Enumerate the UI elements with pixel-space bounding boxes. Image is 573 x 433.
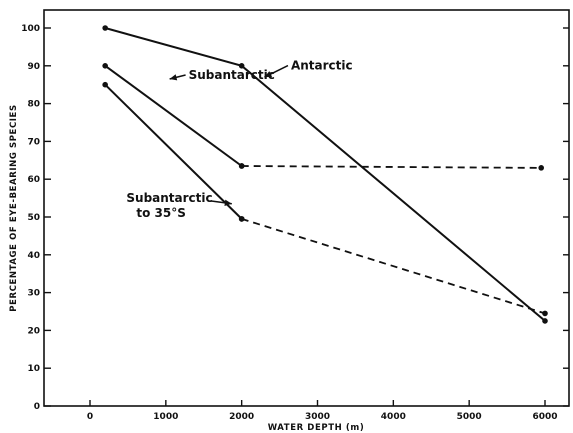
series-line-4 [241, 218, 546, 315]
data-point-2-0 [238, 163, 245, 169]
y-tick-label-20: 20 [27, 326, 40, 336]
annotation-arrow-head-2 [224, 199, 232, 207]
series-line-2 [241, 165, 542, 169]
data-point-4-0 [238, 216, 245, 222]
y-axis-title: PERCENTAGE OF EYE-BEARING SPECIES [9, 104, 19, 311]
y-axis-ticks: 0 10 20 30 40 50 60 70 80 90 100 [21, 24, 569, 412]
x-tick-label-4000: 4000 [381, 412, 406, 422]
data-point-1-0 [102, 63, 108, 69]
data-point-2-1 [538, 165, 545, 171]
y-tick-label-10: 10 [27, 364, 40, 374]
y-tick-label-50: 50 [27, 213, 40, 223]
x-tick-label-0: 0 [87, 412, 93, 422]
series-layer [102, 25, 548, 324]
plot-frame [43, 9, 570, 407]
x-tick-label-6000: 6000 [532, 412, 557, 422]
series-line-3 [104, 83, 243, 220]
data-point-0-1 [238, 63, 245, 69]
annotation-arrow-head-1 [169, 74, 178, 81]
data-point-0-2 [542, 318, 548, 324]
x-tick-label-2000: 2000 [229, 412, 254, 422]
x-axis-ticks: 0 1000 2000 3000 4000 5000 6000 [87, 400, 558, 422]
y-tick-label-70: 70 [27, 137, 40, 147]
data-point-4-1 [542, 310, 548, 317]
y-tick-label-80: 80 [27, 100, 40, 110]
y-tick-label-40: 40 [27, 251, 40, 261]
annotation-label-2-line2: to 35°S [136, 206, 186, 220]
annotation-arrow-head-0 [264, 71, 273, 78]
annotation-label-1: Subantarctic [189, 68, 275, 82]
annotation-label-2: Subantarctic [126, 191, 212, 205]
x-axis-title: WATER DEPTH (m) [268, 423, 365, 433]
y-tick-label-100: 100 [21, 24, 40, 34]
x-tick-label-1000: 1000 [153, 412, 178, 422]
annotation-label-0: Antarctic [291, 59, 353, 73]
data-point-0-0 [102, 25, 108, 31]
x-tick-label-3000: 3000 [305, 412, 330, 422]
y-tick-label-90: 90 [27, 62, 40, 72]
x-tick-label-5000: 5000 [457, 412, 482, 422]
y-tick-label-60: 60 [27, 175, 40, 185]
data-point-3-0 [102, 81, 108, 88]
series-line-1 [104, 64, 243, 167]
y-tick-label-30: 30 [27, 289, 40, 299]
y-tick-label-0: 0 [34, 402, 40, 412]
